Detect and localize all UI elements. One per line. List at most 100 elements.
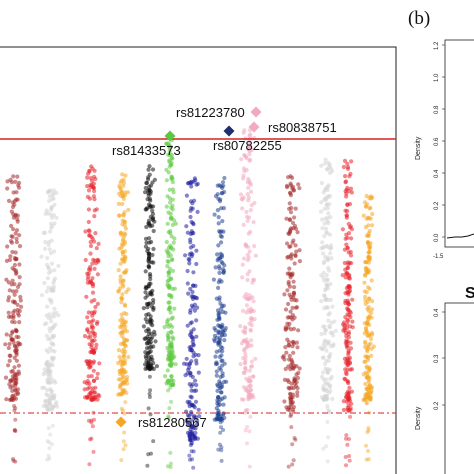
density-plot-lower-frame	[444, 302, 474, 474]
snp-point	[45, 304, 50, 309]
snp-point	[325, 403, 330, 408]
snp-point	[328, 243, 334, 248]
snp-point	[146, 359, 151, 364]
snp-point	[249, 364, 254, 369]
snp-point	[146, 251, 151, 256]
snp-point	[327, 323, 332, 329]
snp-point	[194, 334, 199, 339]
snp-point	[89, 420, 94, 425]
snp-point	[347, 396, 352, 401]
snp-point	[51, 311, 56, 316]
snp-point	[166, 307, 171, 312]
snp-point	[364, 329, 369, 334]
y-tick-label: 0.3	[434, 354, 440, 363]
snp-point	[290, 401, 295, 406]
snp-point	[322, 161, 327, 166]
snp-point	[145, 320, 150, 325]
snp-point	[183, 253, 188, 258]
snp-point	[91, 368, 96, 373]
snp-point	[365, 285, 371, 290]
snp-point	[147, 374, 152, 379]
snp-point	[10, 249, 15, 255]
snp-point	[188, 394, 193, 399]
snp-point	[153, 339, 158, 344]
snp-point	[347, 385, 352, 390]
snp-point	[217, 379, 222, 384]
snp-point	[145, 334, 150, 339]
snp-point	[322, 206, 327, 211]
snp-point	[151, 344, 156, 349]
snp-point	[150, 335, 155, 340]
snp-point	[285, 321, 290, 326]
snp-point	[152, 219, 157, 224]
snp-point	[148, 214, 153, 219]
snp-point	[185, 371, 190, 376]
snp-point	[151, 228, 156, 234]
snp-point	[92, 390, 97, 395]
snp-point	[118, 185, 123, 191]
snp-point	[222, 268, 227, 273]
snp-point	[343, 455, 348, 459]
snp-point	[91, 378, 96, 383]
snp-point	[285, 241, 290, 246]
snp-point	[196, 370, 201, 375]
snp-point	[14, 380, 19, 385]
snp-point	[192, 302, 197, 307]
snp-point	[247, 269, 252, 274]
snp-point	[45, 403, 50, 409]
snp-point	[9, 240, 15, 245]
snp-point	[295, 390, 300, 395]
snp-point	[343, 189, 348, 194]
snp-point	[152, 177, 157, 182]
snp-point	[121, 259, 126, 264]
snp-point	[93, 385, 98, 390]
snp-point	[245, 218, 250, 223]
snp-point	[116, 268, 121, 273]
snp-point	[367, 245, 372, 250]
snp-point	[4, 397, 9, 402]
snp-point	[215, 192, 220, 197]
snp-point	[49, 376, 54, 381]
snp-point	[288, 414, 293, 419]
snp-point	[218, 430, 223, 435]
y-tick-label: 0.4	[434, 308, 440, 317]
snp-point	[289, 425, 294, 430]
snp-point	[167, 406, 172, 411]
snp-point	[214, 296, 219, 301]
snp-point	[238, 362, 243, 367]
snp-point	[286, 464, 291, 469]
snp-point	[296, 182, 301, 187]
snp-point	[122, 249, 128, 254]
snp-point	[17, 262, 22, 267]
snp-point	[118, 274, 123, 279]
snp-point	[9, 223, 14, 228]
snp-point	[350, 319, 355, 324]
snp-point	[344, 343, 349, 348]
snp-point	[323, 328, 328, 333]
snp-point	[369, 353, 374, 358]
snp-point	[214, 369, 219, 374]
snp-point	[51, 196, 56, 201]
snp-point	[342, 260, 347, 266]
snp-point	[342, 158, 348, 163]
snp-point	[12, 428, 17, 432]
snp-point	[121, 340, 126, 345]
snp-point	[187, 453, 192, 458]
snp-point	[291, 458, 296, 463]
snp-point	[9, 282, 14, 287]
snp-point	[367, 250, 372, 255]
snp-point	[282, 292, 287, 297]
snp-point	[240, 262, 245, 267]
snp-point	[363, 381, 368, 387]
snp-point	[13, 231, 18, 236]
snp-point	[348, 340, 353, 345]
snp-point	[120, 408, 125, 413]
snp-point	[143, 185, 148, 191]
snp-point	[122, 210, 127, 215]
snp-point	[17, 275, 22, 280]
snp-point	[323, 288, 328, 293]
snp-point	[241, 176, 246, 181]
snp-point	[89, 164, 94, 169]
highlighted-snp-label: rs81433573	[112, 143, 181, 158]
snp-point	[324, 273, 329, 278]
